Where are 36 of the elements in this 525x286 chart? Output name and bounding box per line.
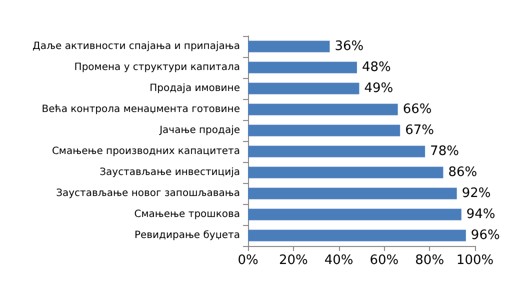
data-label: 48% — [362, 60, 391, 75]
y-tick-label: Већа контрола менаџмента готовине — [42, 104, 240, 115]
y-tick-label: Промена у структури капитала — [74, 62, 240, 73]
data-label: 66% — [402, 102, 432, 117]
x-tick-label: 0% — [238, 253, 258, 268]
data-label: 92% — [462, 186, 491, 201]
y-tick-label: Даље активности спајања и припајања — [32, 41, 240, 52]
bar — [248, 188, 457, 200]
x-tick-label: 100% — [456, 253, 494, 268]
bar — [248, 104, 398, 116]
data-label: 86% — [448, 165, 478, 180]
bar — [248, 82, 360, 94]
y-tick-label: Продаја имовине — [150, 83, 240, 94]
data-label: 67% — [405, 123, 434, 138]
data-label: 78% — [430, 144, 459, 159]
x-tick-label: 60% — [370, 253, 399, 268]
bar — [248, 230, 466, 242]
bar — [248, 146, 426, 158]
data-label: 36% — [334, 39, 364, 54]
bar — [248, 208, 462, 220]
data-label: 94% — [466, 207, 496, 222]
y-tick-label: Јачање продаје — [158, 125, 240, 136]
y-tick-label: Ревидирање буџета — [134, 230, 240, 241]
x-tick-label: 80% — [415, 253, 444, 268]
data-label: 96% — [470, 228, 500, 243]
y-tick-label: Заустављање новог запошљавања — [56, 188, 240, 199]
data-label: 49% — [364, 81, 394, 96]
bar — [248, 124, 400, 136]
bar — [248, 166, 444, 178]
x-tick-label: 20% — [278, 253, 308, 268]
x-tick-label: 40% — [324, 253, 354, 268]
bar — [248, 40, 330, 52]
bar — [248, 62, 357, 74]
y-tick-label: Смањење производних капацитета — [52, 146, 240, 157]
y-tick-label: Смањење трошкова — [134, 209, 240, 220]
y-tick-label: Заустављање инвестиција — [100, 167, 240, 178]
